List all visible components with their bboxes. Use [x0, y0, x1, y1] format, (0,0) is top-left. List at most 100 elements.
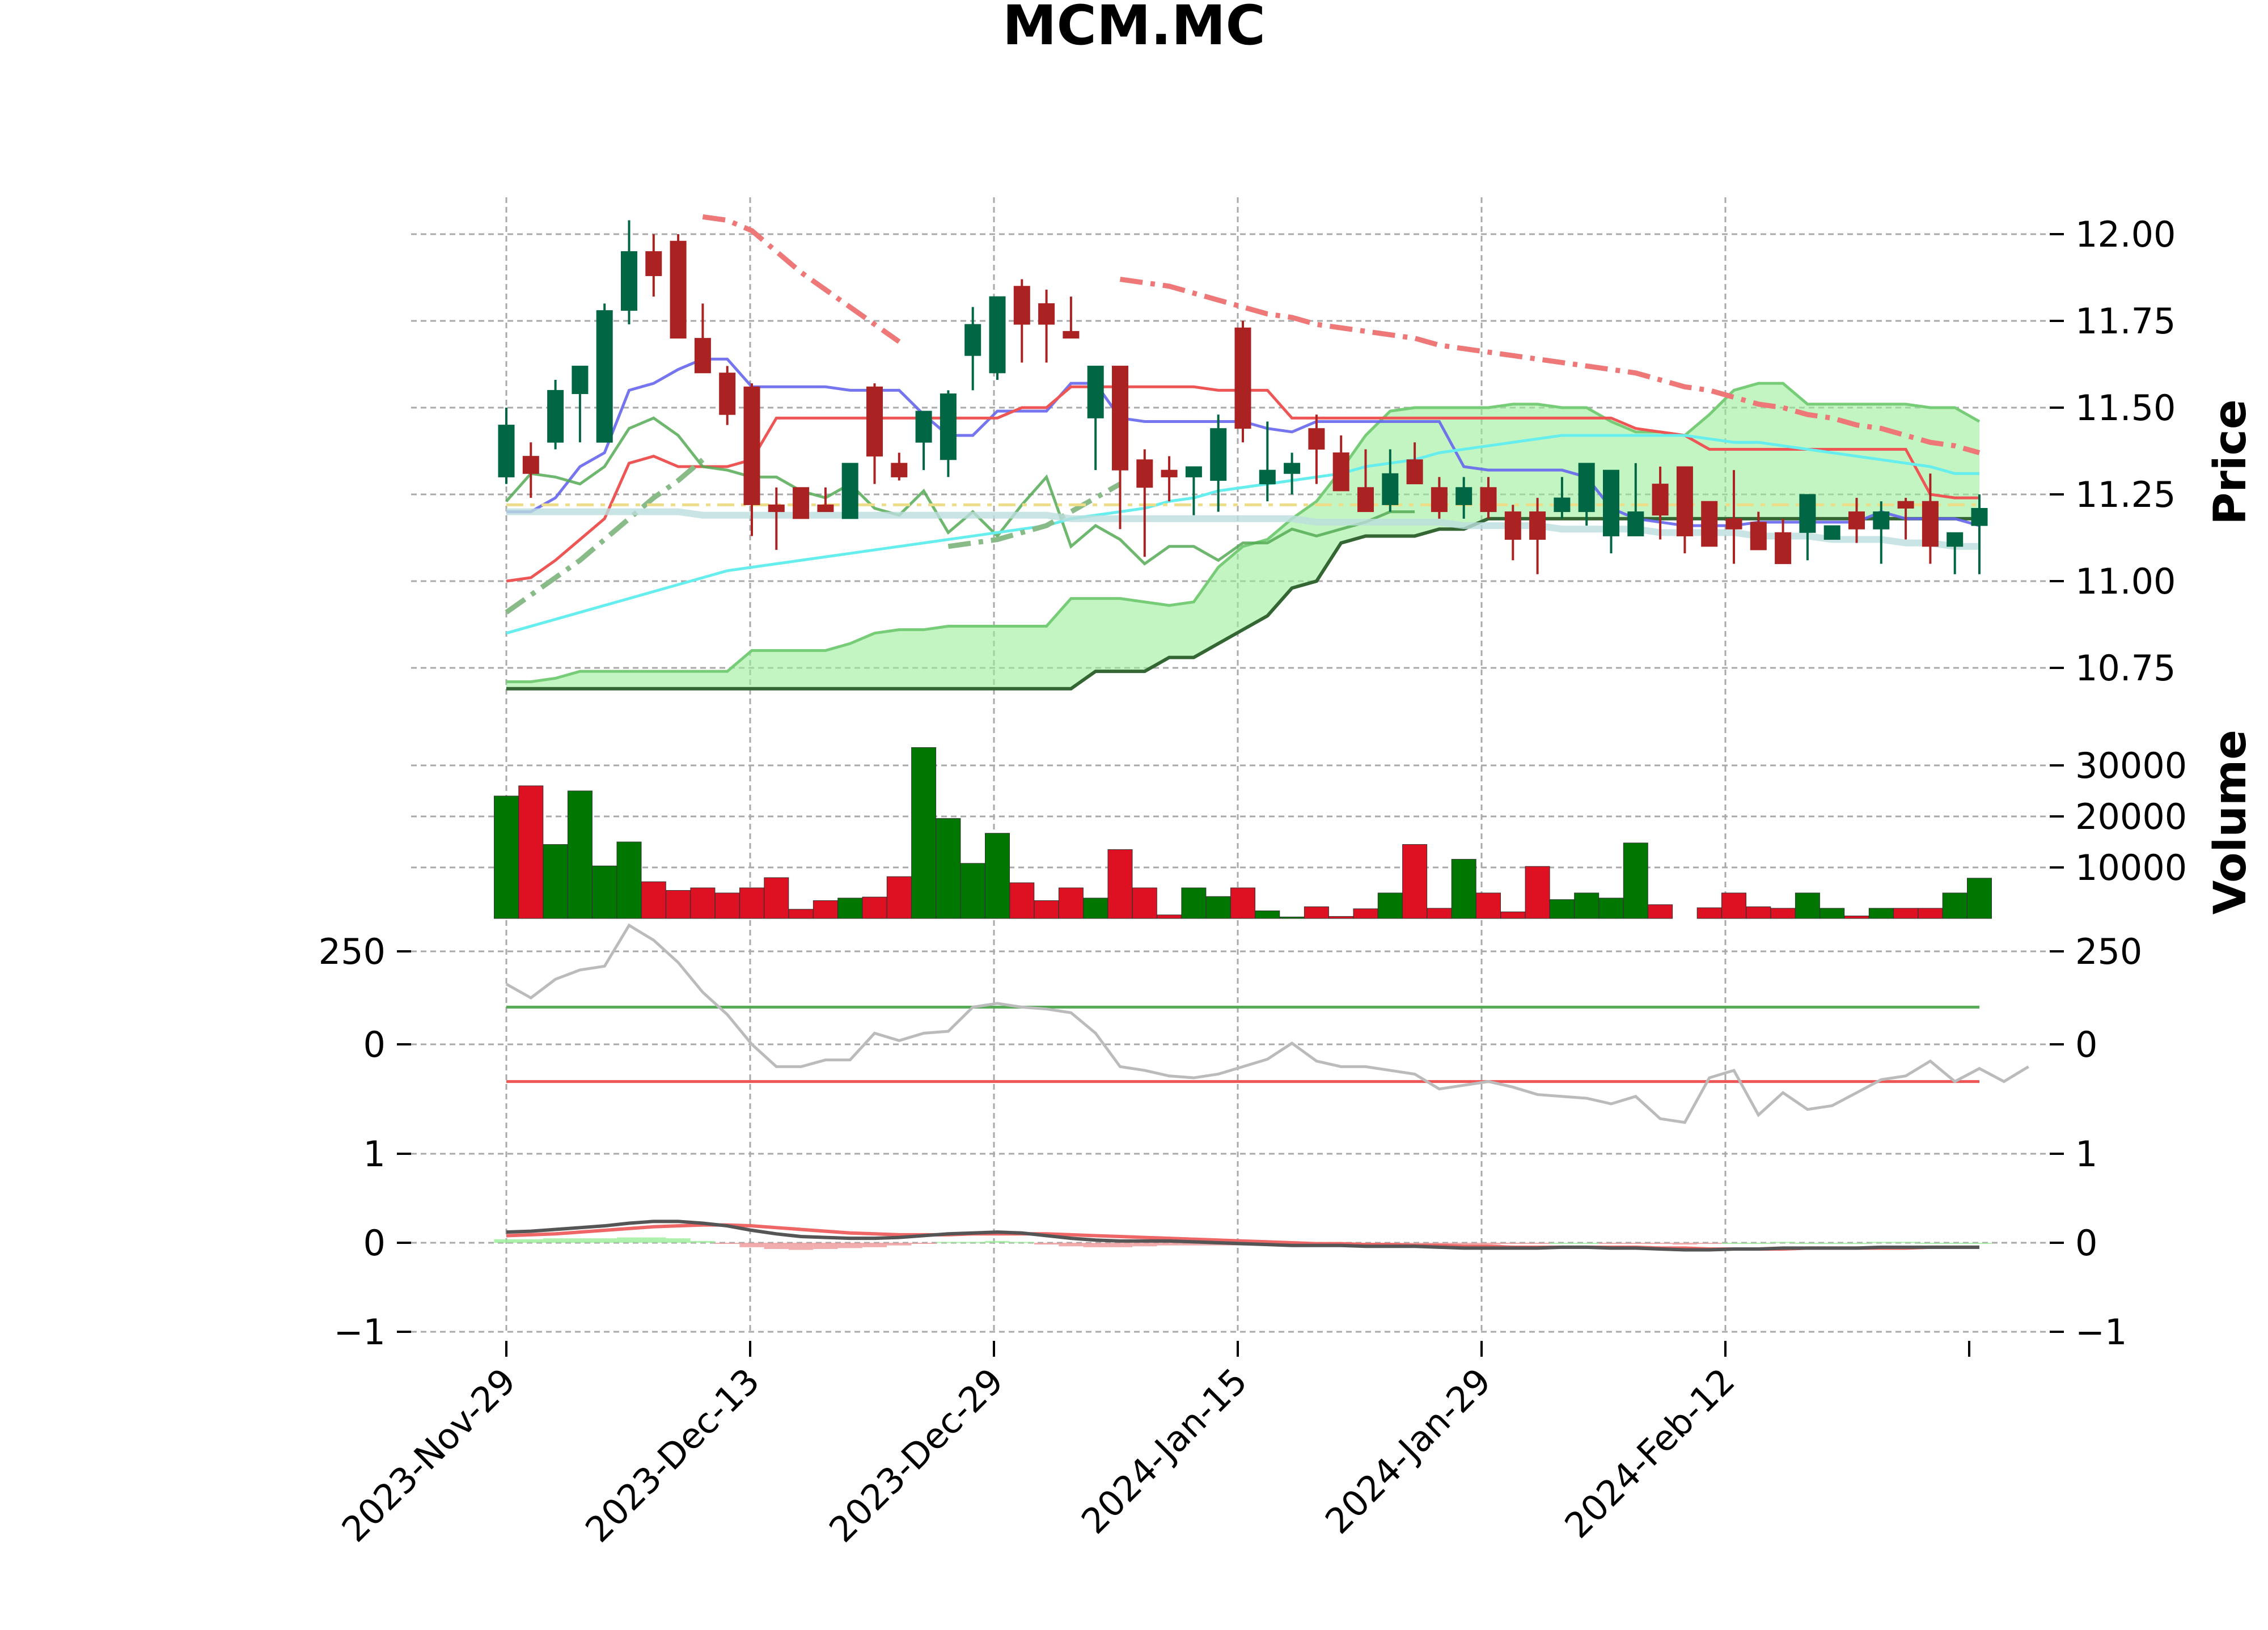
macd-histogram-bar: [1918, 1243, 1943, 1244]
series-trend-upper-line: [702, 214, 1981, 455]
macd-histogram-bar: [1452, 1243, 1476, 1245]
macd-histogram-bar: [1623, 1243, 1648, 1244]
candlesticks: [498, 220, 1988, 574]
volume-bar: [592, 865, 617, 919]
macd-histogram-bar: [1820, 1243, 1844, 1244]
volume-bar: [1083, 897, 1108, 919]
volume-bar: [1770, 908, 1796, 919]
volume-bar: [1304, 906, 1329, 919]
volume-bar: [1696, 907, 1722, 919]
chart-title: MCM.MC: [1002, 0, 1266, 57]
volume-bar: [739, 887, 764, 919]
macd-histogram-bar: [518, 1239, 543, 1243]
candle-body: [1357, 487, 1374, 513]
macd-histogram-bar: [1132, 1243, 1157, 1247]
macd-panel: [494, 1220, 1992, 1252]
volume-bar: [1795, 892, 1820, 919]
volume-bar: [1868, 908, 1894, 919]
candle-body: [1504, 511, 1521, 540]
volume-bar: [666, 890, 691, 919]
x-tick-label: 2023-Dec-29: [821, 1360, 1011, 1550]
price-axis-label: Price: [2205, 399, 2256, 525]
candle-body: [841, 463, 858, 519]
oscillator-tick-label-left: 0: [363, 1024, 386, 1065]
candle-body: [1112, 366, 1128, 471]
macd-histogram-bar: [1402, 1243, 1427, 1244]
candle-body: [1136, 459, 1153, 488]
candle-body: [915, 410, 932, 443]
volume-bar: [788, 909, 814, 919]
volume-bar: [1844, 916, 1869, 919]
candle-body: [1087, 366, 1104, 418]
candle-body: [719, 372, 736, 415]
series-lagging-line: [505, 416, 1415, 566]
candle-body: [817, 504, 834, 513]
price-tick-label: 10.75: [2075, 647, 2176, 689]
macd-histogram-bar: [1746, 1243, 1771, 1244]
macd-histogram-bar: [1009, 1242, 1034, 1243]
candle-body: [1578, 463, 1595, 513]
macd-histogram-bar: [911, 1243, 936, 1244]
candle-body: [1554, 497, 1571, 513]
macd-histogram-bar: [1500, 1243, 1525, 1244]
volume-bar: [1549, 899, 1575, 919]
macd-tick-label-left: 1: [363, 1133, 386, 1175]
macd-histogram-bar: [1427, 1243, 1452, 1245]
volume-bar: [1402, 844, 1428, 919]
volume-bar: [494, 795, 519, 919]
price-tick-label: 12.00: [2075, 214, 2176, 255]
candle-body: [1823, 525, 1840, 540]
volume-bar: [1721, 892, 1746, 919]
volume-bar: [543, 844, 568, 919]
candle-body: [1284, 463, 1301, 474]
x-tick-label: 2023-Nov-29: [334, 1360, 524, 1550]
macd-histogram-bar: [1869, 1242, 1894, 1243]
volume-bar: [1525, 866, 1550, 919]
candle-body: [1308, 428, 1325, 450]
volume-bar: [1820, 908, 1845, 919]
macd-histogram-bar: [592, 1238, 617, 1243]
volume-bar: [616, 841, 642, 919]
macd-histogram-bar: [1181, 1243, 1207, 1246]
x-tick-label: 2024-Feb-12: [1556, 1360, 1742, 1546]
macd-histogram-bar: [1648, 1243, 1673, 1244]
macd-line: [506, 1220, 1979, 1252]
oscillator-line: [505, 923, 2029, 1124]
candle-body: [1750, 522, 1767, 551]
candle-body: [596, 310, 613, 443]
volume-bar: [1132, 887, 1157, 919]
macd-histogram-bar: [837, 1243, 862, 1248]
volume-bar: [690, 887, 716, 919]
candle-body: [1406, 459, 1423, 485]
candle-body: [1676, 466, 1693, 536]
macd-histogram-bar: [887, 1243, 912, 1246]
volume-bar: [862, 896, 887, 919]
macd-histogram-bar: [1550, 1243, 1575, 1244]
volume-bar: [764, 877, 789, 919]
volume-bar: [1107, 849, 1133, 919]
candle-body: [940, 393, 957, 460]
macd-histogram-bar: [788, 1243, 814, 1250]
volume-bar: [1255, 911, 1280, 919]
candle-body: [1455, 487, 1472, 505]
volume-bar: [567, 790, 593, 919]
candle-body: [1480, 487, 1497, 513]
macd-histogram-bar: [690, 1241, 716, 1243]
macd-histogram-bar: [1967, 1243, 1992, 1244]
macd-histogram-bar: [568, 1238, 593, 1243]
candle-body: [964, 324, 981, 356]
macd-histogram-bar: [1059, 1243, 1084, 1247]
volume-tick-label: 30000: [2075, 745, 2187, 786]
volume-bar: [641, 881, 666, 919]
volume-bar: [985, 833, 1010, 919]
price-tick-label: 11.25: [2075, 474, 2176, 515]
volume-bar: [960, 863, 985, 919]
volume-bar: [1598, 897, 1624, 919]
volume-bar: [1451, 859, 1476, 919]
candle-body: [1947, 532, 1964, 547]
volume-bar: [1328, 916, 1354, 919]
cloud-fill: [506, 383, 1979, 689]
candle-body: [621, 251, 637, 311]
volume-bar: [1034, 900, 1059, 919]
candle-body: [1431, 487, 1448, 513]
